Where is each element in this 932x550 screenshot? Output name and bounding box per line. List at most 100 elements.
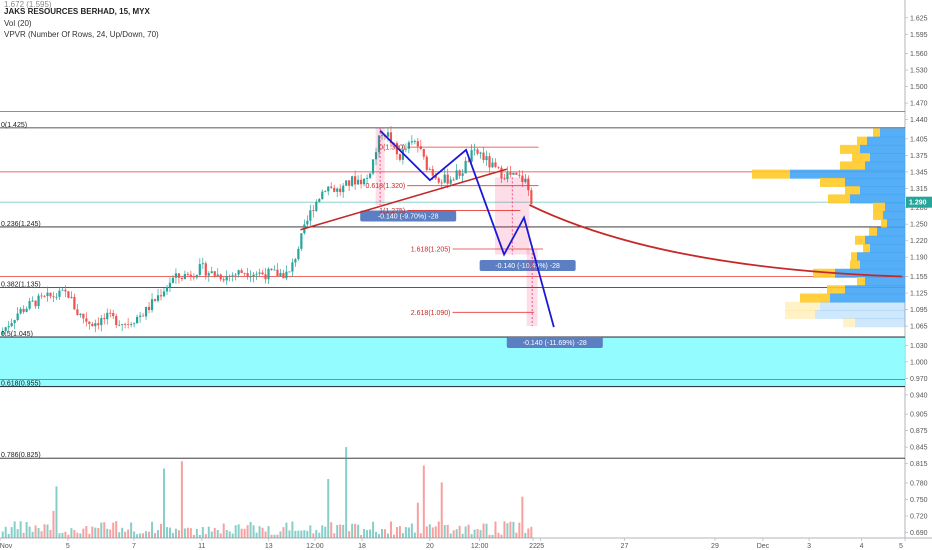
volume-bar [103,522,106,538]
volume-bar [43,524,46,538]
candle-body [339,188,342,193]
volume-bar [431,527,434,538]
volume-bar [348,531,351,538]
candle-body [380,134,384,136]
volume-profile-down [800,293,830,303]
candle-body [351,176,354,186]
candle-body [73,296,76,310]
candle-body [342,185,345,193]
price-tick-label: 1.190 [910,255,928,262]
candle-body [330,186,333,188]
volume-bar [470,534,473,538]
volume-profile-up [870,243,905,253]
candle-body [243,272,246,274]
volume-bar [291,521,294,538]
volume-bar [148,531,151,538]
time-tick-label: Dec [757,543,770,550]
volume-bar [133,531,136,538]
candle-body [527,178,530,191]
volume-bar [276,534,279,538]
volume-bar [91,526,94,538]
price-tick-label: 1.530 [910,68,928,75]
candle-body [285,271,288,279]
measure-area [375,127,385,205]
volume-bar [419,533,422,538]
volume-bar [300,530,303,538]
trend-line [300,168,508,231]
candle-body [530,190,533,205]
time-tick-label: 18 [358,543,366,550]
candle-body [297,248,300,260]
volume-bar [303,530,306,538]
candlesticks [1,126,533,337]
time-tick-label: 12:00 [306,543,324,550]
volume-bar [482,523,485,538]
candle-body [482,152,485,161]
volume-profile-down [873,210,883,220]
volume-bar [518,522,521,538]
volume-bar [473,529,476,538]
volume-bar [345,447,348,538]
candle-body [174,273,178,278]
candle-body [183,274,186,280]
volume-bar [354,523,357,538]
price-tick-label: 0.720 [910,513,928,520]
candle-body [177,273,181,278]
candle-body [19,308,22,314]
volume-bar [524,532,527,538]
volume-bar [112,522,115,538]
volume-profile-up [870,153,905,163]
measure-area [526,248,538,327]
volume-profile-up [845,177,905,187]
candle-body [147,306,151,311]
candle-body [195,274,198,278]
symbol-title[interactable]: JAKS RESOURCES BERHAD, 15, MYX [4,7,150,16]
projection-label: 2.618(1.090) [411,310,451,317]
candle-body [455,170,458,180]
volume-bar [234,525,237,538]
candle-body [273,269,276,271]
candle-body [180,277,184,280]
candle-body [49,292,52,297]
time-axis[interactable]: Nov 5 7 11 13 12:00 18 20 12:00 22 25 27 29 Dec 3 4 5 [0,538,906,550]
candle-body [228,275,231,277]
volume-bar [201,527,204,538]
price-tick-label: 1.315 [910,186,928,193]
volume-bar [34,525,37,538]
candle-body [141,315,145,317]
volume-bar [189,528,192,538]
candle-body [515,172,518,175]
candle-body [407,142,410,149]
volume-profile-up [830,293,905,303]
candle-body [434,175,437,179]
volume-bar [366,530,369,538]
volume-bar [40,531,43,538]
candle-body [186,274,189,275]
volume-profile-up [885,202,905,212]
price-axis[interactable]: 1.625 1.595 1.560 1.530 1.500 1.470 1.440 1.405… [905,15,932,537]
volume-profile-down [852,153,870,163]
candle-body [398,154,402,160]
volume-bar [100,522,103,538]
candle-body [103,318,106,320]
volume-indicator-label[interactable]: Vol (20) [4,19,32,28]
volume-profile-up [887,219,905,229]
vpvr-indicator-label[interactable]: VPVR (Number Of Rows, 24, Up/Down, 70) [4,30,159,39]
volume-bar [282,527,285,538]
volume-profile-down [855,235,865,245]
candle-body [159,295,163,297]
volume-bar [243,528,246,538]
volume-bar [464,526,467,538]
volume-bar [369,529,372,538]
candle-body [362,178,366,185]
candle-body [446,174,449,184]
fib-level-label: 0.382(1.135) [1,282,41,289]
volume-bar [261,527,264,538]
candle-body [133,323,136,325]
time-tick-label: 5 [66,543,70,550]
volume-bar [79,533,82,538]
candle-body [210,271,213,274]
volume-profile-up [845,285,905,295]
